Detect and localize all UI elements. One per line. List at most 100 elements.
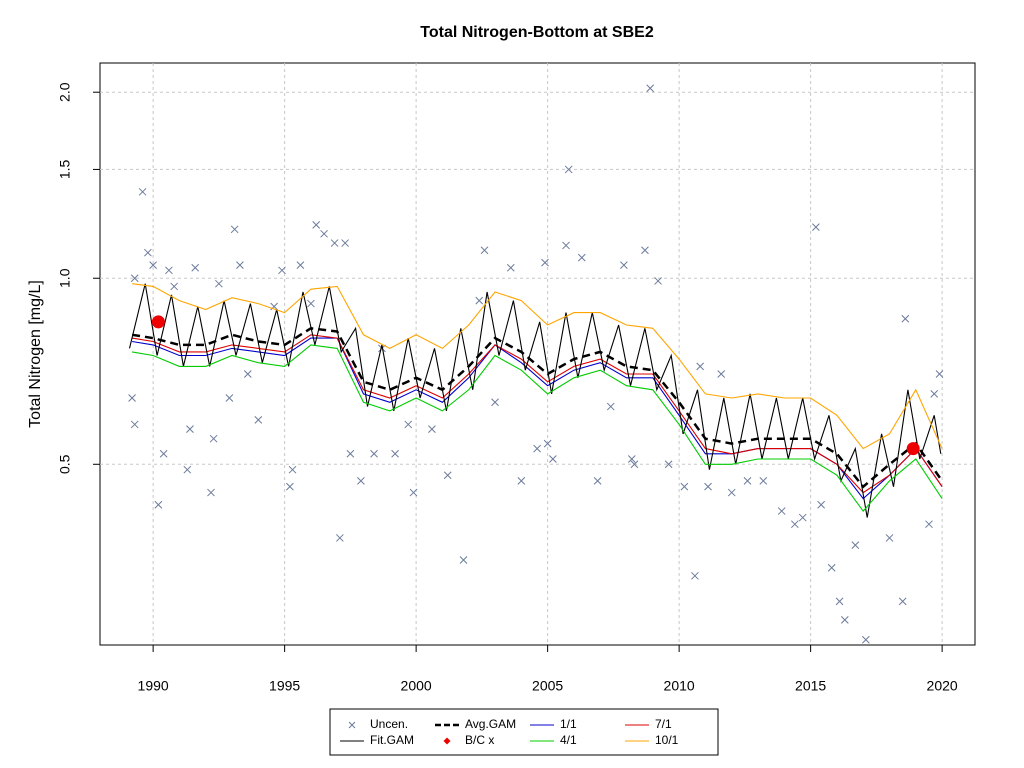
data-point [151, 315, 165, 329]
data-point [562, 241, 570, 250]
legend-symbol [443, 737, 451, 745]
data-point [506, 263, 515, 272]
data-point [170, 282, 179, 291]
data-point [428, 425, 436, 433]
data-point [307, 299, 315, 308]
series-line [128, 283, 942, 518]
x-tick-label: 2020 [927, 678, 958, 694]
data-point [480, 246, 489, 255]
data-point [827, 563, 836, 572]
data-point [215, 279, 223, 288]
data-point [646, 84, 655, 93]
x-tick-label: 1990 [138, 678, 169, 694]
legend-label: Uncen. [370, 717, 408, 731]
data-point [798, 513, 807, 522]
data-point [906, 442, 920, 456]
x-tick-label: 2005 [532, 678, 563, 694]
chart-title: Total Nitrogen-Bottom at SBE2 [420, 24, 654, 41]
data-point [186, 425, 194, 433]
series-line [132, 344, 943, 512]
data-point [320, 229, 328, 238]
data-point [930, 390, 939, 398]
data-point [346, 449, 355, 458]
data-point [627, 455, 636, 463]
data-point [138, 187, 147, 196]
legend-label: Avg.GAM [465, 717, 516, 731]
data-point [925, 520, 933, 529]
data-point [154, 500, 163, 509]
data-point [812, 223, 820, 231]
data-point [370, 449, 378, 458]
data-point [243, 370, 252, 378]
data-point [840, 616, 849, 624]
data-point [278, 266, 286, 275]
data-point [128, 394, 136, 402]
data-point [254, 416, 263, 424]
data-point [341, 239, 349, 247]
data-point [270, 302, 278, 311]
legend-label: 4/1 [560, 733, 577, 747]
series-line [132, 334, 943, 494]
data-point [549, 455, 557, 463]
data-point [817, 500, 825, 509]
data-point [409, 488, 418, 497]
data-point [577, 253, 586, 262]
data-point [336, 534, 344, 542]
data-point [680, 482, 689, 491]
data-point [862, 635, 870, 644]
data-point [630, 460, 639, 469]
data-point [159, 449, 168, 458]
data-point [391, 449, 399, 458]
legend-label: Fit.GAM [370, 733, 414, 747]
data-point [230, 225, 239, 234]
data-point [288, 465, 297, 474]
data-point [207, 488, 215, 497]
data-point [330, 239, 339, 247]
x-tick-label: 2000 [401, 678, 432, 694]
data-point [543, 439, 552, 448]
data-point [443, 471, 452, 480]
legend-label: 7/1 [655, 717, 672, 731]
data-point [130, 274, 139, 283]
legend-label: 1/1 [560, 717, 577, 731]
data-point [717, 370, 726, 378]
y-tick-label: 2.0 [57, 82, 73, 102]
x-tick-label: 2015 [795, 678, 826, 694]
plot-frame [99, 62, 976, 646]
data-point [533, 444, 541, 453]
data-point [743, 477, 752, 485]
data-point [459, 556, 468, 564]
data-point [790, 520, 799, 529]
data-point [149, 261, 157, 270]
legend-symbol [348, 721, 356, 729]
data-point [654, 277, 662, 285]
y-tick-label: 0.5 [57, 454, 73, 474]
data-point [727, 488, 736, 497]
data-point [935, 370, 944, 378]
y-axis-label: Total Nitrogen [mg/L] [27, 280, 44, 428]
data-point [593, 477, 602, 485]
data-point [517, 477, 526, 485]
legend-box [329, 708, 719, 756]
data-point [130, 420, 139, 429]
y-tick-label: 1.0 [57, 268, 73, 288]
data-point [901, 314, 910, 323]
data-point [898, 597, 907, 606]
data-point [664, 460, 673, 469]
data-point [696, 362, 705, 371]
data-point [191, 263, 200, 272]
data-point [296, 261, 305, 270]
data-point [144, 248, 152, 257]
series-line [132, 283, 943, 450]
y-tick-label: 1.5 [57, 159, 73, 179]
data-point [491, 398, 499, 407]
data-point [404, 420, 413, 429]
legend-label: 10/1 [655, 733, 679, 747]
data-point [475, 296, 484, 305]
series-line [131, 327, 944, 489]
x-tick-label: 1995 [269, 678, 300, 694]
data-point [236, 261, 244, 270]
